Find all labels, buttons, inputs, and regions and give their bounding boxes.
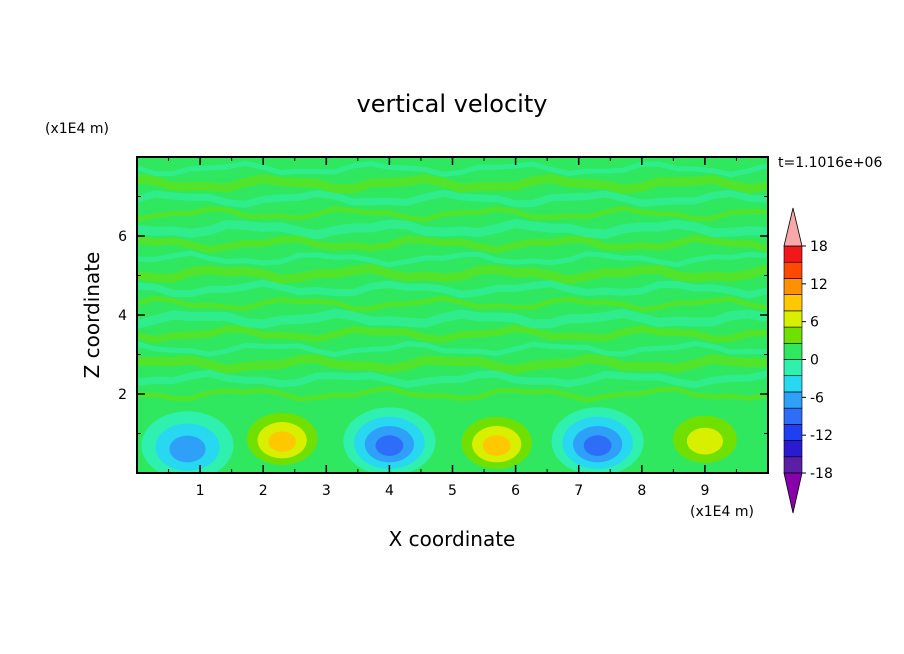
colorbar-tick-label: 6 xyxy=(810,315,819,331)
field-band xyxy=(137,324,768,343)
contour-level xyxy=(268,431,297,452)
y-axis-label: Z coordinate xyxy=(80,252,104,379)
field-band xyxy=(137,385,768,403)
x-tick-label: 4 xyxy=(385,483,394,499)
time-label: t=1.1016e+06 xyxy=(778,155,882,171)
colorbar-tick-label: 18 xyxy=(810,239,828,255)
colorbar-segment xyxy=(783,261,803,279)
field-band xyxy=(137,250,768,268)
x-tick-label: 6 xyxy=(511,483,520,499)
colorbar-segment xyxy=(783,456,803,474)
y-unit-label: (x1E4 m) xyxy=(45,121,109,137)
x-unit-label: (x1E4 m) xyxy=(690,504,754,520)
colorbar-segment xyxy=(783,278,803,295)
contour-level xyxy=(482,435,511,456)
contour-level xyxy=(169,435,206,463)
contour-level xyxy=(583,435,612,456)
colorbar-tick-label: -18 xyxy=(810,466,833,482)
x-axis-label: X coordinate xyxy=(389,527,516,551)
chart-title: vertical velocity xyxy=(357,90,548,118)
colorbar-segment xyxy=(783,359,803,377)
field-band xyxy=(137,189,768,208)
colorbar-tick-label: 0 xyxy=(810,353,819,369)
colorbar-segment xyxy=(783,326,803,344)
y-tick-label: 4 xyxy=(118,308,127,324)
colorbar-lower-arrow xyxy=(783,472,803,514)
convective-cell xyxy=(236,403,329,472)
y-axis-ticks: 2 4 6 xyxy=(118,196,768,434)
field-band xyxy=(137,279,768,299)
x-tick-label: 1 xyxy=(196,483,205,499)
colorbar-tick-label: 12 xyxy=(810,277,828,293)
colorbar-segment xyxy=(783,294,803,312)
field-band xyxy=(137,308,768,329)
field-band xyxy=(137,340,768,358)
y-tick-label: 2 xyxy=(118,387,127,403)
colorbar-tick-label: -6 xyxy=(810,390,824,406)
field-band xyxy=(137,205,768,223)
x-axis-ticks: 1 2 3 4 5 6 7 8 9 xyxy=(168,157,737,499)
convective-cell xyxy=(551,407,644,473)
colorbar-tick-label: -12 xyxy=(810,428,833,444)
colorbar-segment xyxy=(783,342,803,360)
field-band xyxy=(137,369,768,389)
colorbar-segment xyxy=(783,245,803,263)
convective-cell xyxy=(343,407,436,473)
x-tick-label: 2 xyxy=(259,483,268,499)
convective-cell xyxy=(141,411,234,473)
colorbar-upper-arrow xyxy=(783,207,803,247)
field-band xyxy=(137,354,768,375)
x-tick-label: 3 xyxy=(322,483,331,499)
field-band xyxy=(137,160,768,178)
field-band xyxy=(137,173,768,194)
contour-level xyxy=(375,435,404,456)
field-band xyxy=(137,234,768,254)
x-tick-label: 8 xyxy=(637,483,646,499)
x-tick-label: 7 xyxy=(574,483,583,499)
colorbar-segment xyxy=(783,407,803,425)
convective-cell xyxy=(658,403,751,472)
colorbar-segment xyxy=(783,440,803,458)
convective-cell xyxy=(450,407,543,473)
y-tick-label: 6 xyxy=(118,229,127,245)
field-band xyxy=(137,263,768,285)
colorbar: 18 12 6 0 -6 -12 -18 xyxy=(783,207,833,514)
colorbar-segment xyxy=(783,391,803,409)
colorbar-segment xyxy=(783,310,803,328)
field-band xyxy=(137,218,768,240)
x-tick-label: 9 xyxy=(700,483,709,499)
colorbar-segment xyxy=(783,375,803,393)
x-tick-label: 5 xyxy=(448,483,457,499)
contour-field xyxy=(137,157,768,473)
field-band xyxy=(137,295,768,313)
colorbar-segment xyxy=(783,424,803,441)
contour-level xyxy=(686,427,724,455)
